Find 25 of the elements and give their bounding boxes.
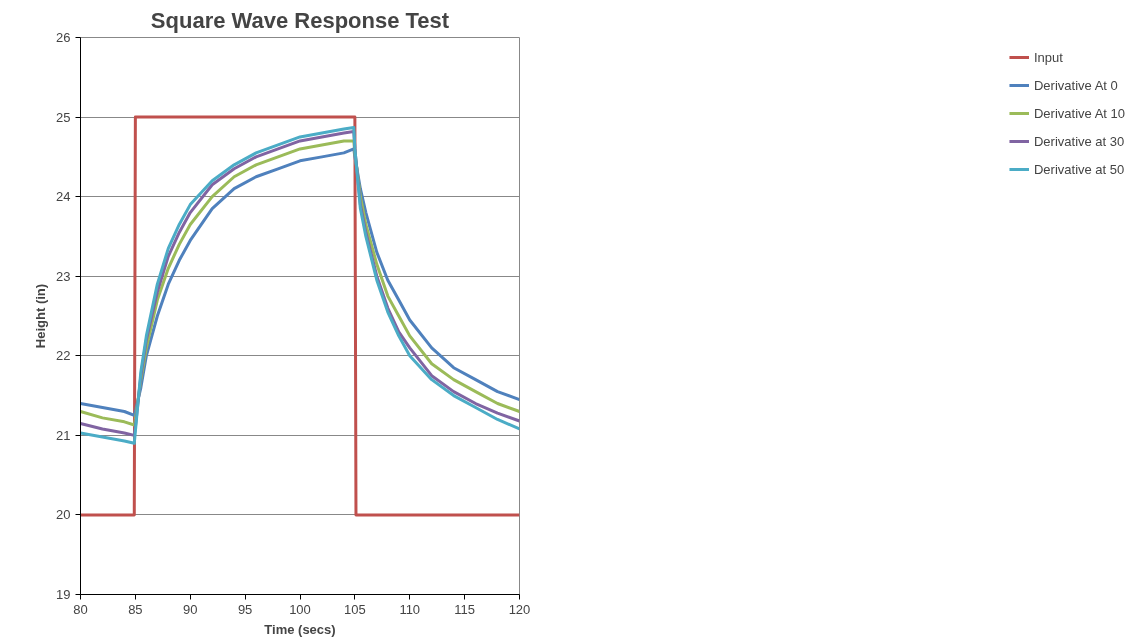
y-tick-label: 21 (56, 427, 71, 443)
x-tick-label: 95 (237, 601, 253, 617)
legend-label: Derivative at 30 (1033, 133, 1125, 149)
y-tick-label: 23 (56, 268, 71, 284)
y-tick-label: 22 (56, 348, 71, 364)
y-axis-title: Height (in) (33, 283, 49, 349)
y-tick-label: 25 (56, 109, 71, 125)
x-tick-label: 115 (454, 601, 475, 617)
x-tick-label: 110 (399, 601, 421, 617)
x-tick-label: 85 (128, 601, 143, 617)
chart-title: Square Wave Response Test (150, 7, 450, 33)
x-tick-label: 120 (508, 601, 531, 617)
legend-label: Derivative at 50 (1033, 161, 1125, 177)
y-tick-label: 19 (56, 587, 71, 602)
x-tick-label: 90 (183, 601, 198, 617)
x-tick-label: 100 (289, 601, 311, 617)
legend-label: Input (1033, 49, 1063, 65)
legend-label: Derivative At 10 (1033, 105, 1125, 121)
x-axis-title: Time (secs) (264, 621, 336, 637)
x-tick-label: 105 (344, 601, 366, 617)
legend-label: Derivative At 0 (1033, 77, 1118, 93)
y-tick-label: 24 (56, 189, 71, 205)
y-tick-label: 20 (56, 507, 71, 523)
x-tick-label: 80 (73, 601, 88, 617)
y-tick-label: 26 (56, 30, 71, 45)
